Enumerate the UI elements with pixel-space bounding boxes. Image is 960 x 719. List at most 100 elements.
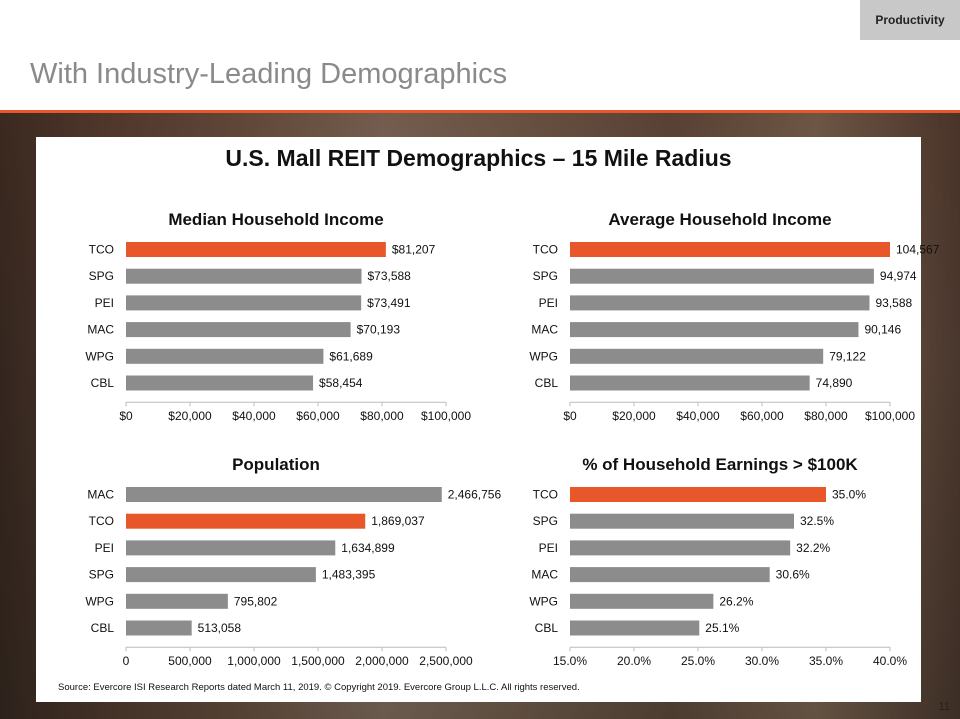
chart-title: Average Household Income <box>608 210 831 229</box>
x-tick-label: $60,000 <box>296 409 340 423</box>
x-tick-label: 0 <box>123 654 130 668</box>
data-label: 32.5% <box>800 514 834 528</box>
bar-tco <box>126 513 366 529</box>
data-label: 35.0% <box>832 488 866 502</box>
x-tick-label: 35.0% <box>809 654 843 668</box>
data-label: $61,689 <box>329 349 373 363</box>
page-title: With Industry-Leading Demographics <box>30 58 508 90</box>
category-label: CBL <box>535 376 559 390</box>
bar-mac <box>570 567 770 583</box>
category-label: CBL <box>535 621 559 635</box>
source-note: Source: Evercore ISI Research Reports da… <box>58 682 580 693</box>
data-label: $73,588 <box>367 269 411 283</box>
chart-population: Population MAC 2,466,756 TCO 1,869,037 PEI 1,6… <box>56 452 501 682</box>
data-label: 513,058 <box>198 621 242 635</box>
bar-wpg <box>126 593 228 609</box>
data-label: 74,890 <box>816 376 853 390</box>
chart-title: % of Household Earnings > $100K <box>582 455 858 474</box>
data-label: 25.1% <box>705 621 739 635</box>
category-label: WPG <box>529 349 558 363</box>
header-divider <box>0 110 960 113</box>
bar-spg <box>570 513 794 529</box>
x-tick-label: 20.0% <box>617 654 651 668</box>
bar-tco <box>570 487 826 502</box>
x-tick-label: $100,000 <box>421 409 471 423</box>
category-label: WPG <box>85 349 114 363</box>
x-tick-label: $40,000 <box>676 409 720 423</box>
data-label: $81,207 <box>392 243 436 257</box>
bar-pei <box>126 540 336 556</box>
bar-wpg <box>570 593 714 609</box>
bar-pei <box>126 295 362 311</box>
category-label: WPG <box>85 594 114 608</box>
chart-panel: U.S. Mall REIT Demographics – 15 Mile Ra… <box>36 137 940 702</box>
data-label: 1,869,037 <box>371 514 425 528</box>
chart-title: Median Household Income <box>168 210 383 229</box>
category-label: CBL <box>91 376 115 390</box>
x-tick-label: $80,000 <box>804 409 848 423</box>
bar-mac <box>126 487 442 502</box>
earnings-svg: % of Household Earnings > $100K TCO 35.0% S… <box>529 455 907 668</box>
category-label: MAC <box>531 568 558 582</box>
average-income-svg: Average Household Income TCO 104,567 SPG 94,… <box>529 210 939 423</box>
category-label: MAC <box>87 488 114 502</box>
x-tick-label: $0 <box>563 409 577 423</box>
data-label: 2,466,756 <box>448 488 502 502</box>
data-label: 93,588 <box>875 296 912 310</box>
category-label: MAC <box>87 323 114 337</box>
chart-household-earnings: % of Household Earnings > $100K TCO 35.0% S… <box>500 452 920 682</box>
page-number: 11 <box>938 701 950 713</box>
bar-spg <box>570 268 874 284</box>
category-label: TCO <box>533 488 558 502</box>
x-tick-label: $40,000 <box>232 409 276 423</box>
bar-tco <box>126 242 386 257</box>
x-tick-label: 500,000 <box>168 654 212 668</box>
category-label: SPG <box>89 269 114 283</box>
x-tick-label: 25.0% <box>681 654 715 668</box>
bar-cbl <box>126 375 314 391</box>
data-label: $73,491 <box>367 296 411 310</box>
data-label: 1,483,395 <box>322 568 376 582</box>
x-tick-label: 30.0% <box>745 654 779 668</box>
x-tick-label: 1,500,000 <box>291 654 345 668</box>
bar-mac <box>126 322 351 338</box>
category-label: TCO <box>89 514 114 528</box>
category-label: TCO <box>533 243 558 257</box>
bar-spg <box>126 567 316 583</box>
median-income-svg: Median Household Income TCO $81,207 SPG $73,… <box>85 210 471 423</box>
data-label: 795,802 <box>234 594 278 608</box>
x-tick-label: 1,000,000 <box>227 654 281 668</box>
category-label: PEI <box>95 541 114 555</box>
x-tick-label: $0 <box>119 409 133 423</box>
x-tick-label: 40.0% <box>873 654 907 668</box>
category-label: PEI <box>539 541 558 555</box>
category-label: SPG <box>533 269 558 283</box>
category-label: SPG <box>533 514 558 528</box>
category-label: PEI <box>95 296 114 310</box>
x-tick-label: $80,000 <box>360 409 404 423</box>
category-label: TCO <box>89 243 114 257</box>
bar-pei <box>570 295 870 311</box>
data-label: $58,454 <box>319 376 363 390</box>
x-tick-label: 2,000,000 <box>355 654 409 668</box>
category-label: WPG <box>529 594 558 608</box>
category-label: CBL <box>91 621 115 635</box>
bar-tco <box>570 242 890 257</box>
data-label: 26.2% <box>719 594 753 608</box>
population-svg: Population MAC 2,466,756 TCO 1,869,037 PEI 1,6… <box>85 455 501 668</box>
category-label: MAC <box>531 323 558 337</box>
x-tick-label: $20,000 <box>168 409 212 423</box>
data-label: 104,567 <box>896 243 940 257</box>
bar-cbl <box>570 620 700 636</box>
data-label: 32.2% <box>796 541 830 555</box>
data-label: 94,974 <box>880 269 917 283</box>
x-tick-label: 2,500,000 <box>419 654 473 668</box>
data-label: $70,193 <box>357 323 401 337</box>
section-tab: Productivity <box>860 0 960 40</box>
bar-wpg <box>126 348 324 364</box>
bar-cbl <box>570 375 810 391</box>
chart-average-household-income: Average Household Income TCO 104,567 SPG 94,… <box>500 207 939 437</box>
panel-title: U.S. Mall REIT Demographics – 15 Mile Ra… <box>225 145 732 171</box>
chart-median-household-income: Median Household Income TCO $81,207 SPG $73,… <box>56 207 476 437</box>
data-label: 79,122 <box>829 349 866 363</box>
